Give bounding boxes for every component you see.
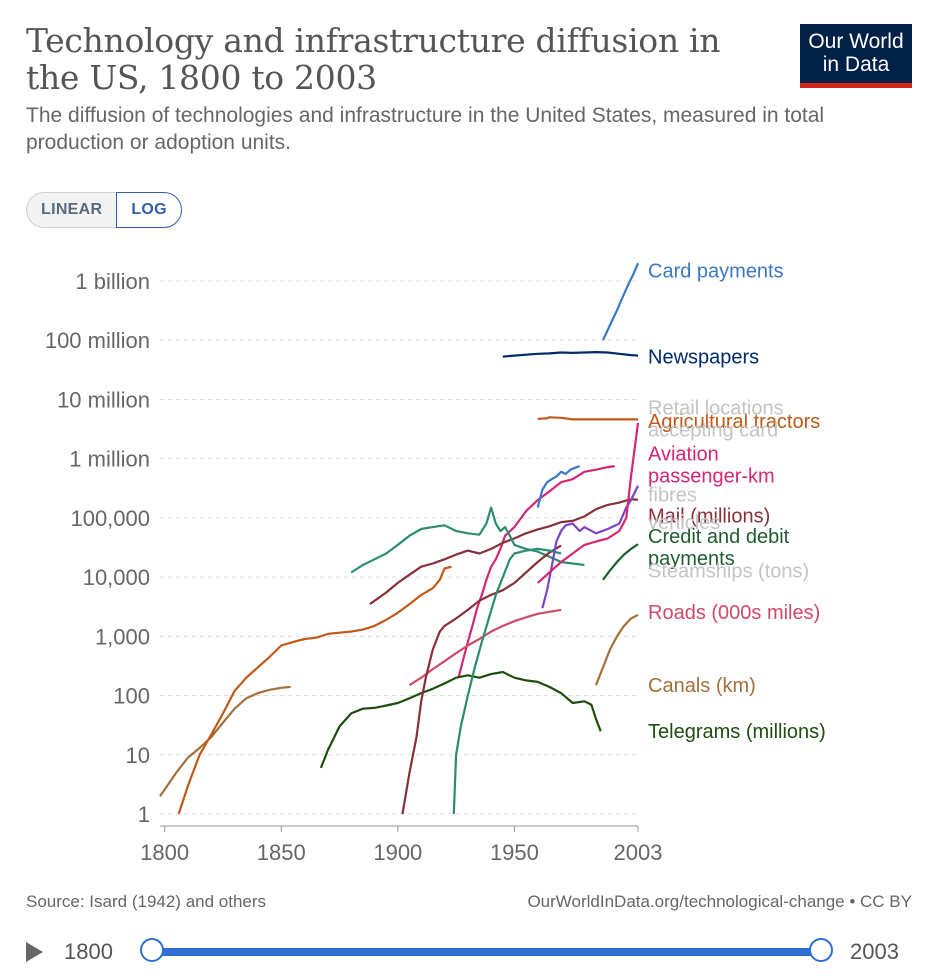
y-tick-label: 1,000: [95, 624, 150, 649]
series-label: Roads (000s miles): [648, 602, 820, 624]
series-line: [536, 465, 581, 508]
series-line: [319, 670, 602, 769]
series-line: [177, 565, 452, 815]
y-tick-label: 1 billion: [75, 269, 150, 294]
timeline-end-handle[interactable]: [809, 938, 833, 962]
series-line: [401, 544, 562, 815]
series-label: Canals (km): [648, 675, 756, 697]
series-label: Newspapers: [648, 347, 759, 369]
line-chart: 1 10 100 1,000 10,000 100,000 1 million 10 mill…: [45, 261, 826, 865]
series-label: Retail locations: [648, 397, 784, 419]
linear-scale-button[interactable]: LINEAR: [26, 192, 117, 228]
y-tick-label: 1 million: [69, 447, 150, 472]
y-tick-label: 1: [138, 802, 150, 827]
y-tick-label: 100: [113, 684, 150, 709]
series-label: Steamships (tons): [648, 560, 809, 582]
logo-line-2: in Data: [822, 53, 890, 76]
series-line: [457, 465, 615, 678]
series-label: Agricultural tractors: [648, 411, 820, 433]
timeline-start-handle[interactable]: [140, 938, 164, 962]
series-label: fibres: [648, 484, 697, 506]
series-line: [536, 422, 640, 584]
timeline-track[interactable]: [152, 948, 822, 956]
source-note: Source: Isard (1942) and others: [26, 892, 267, 911]
series-label: passenger-km: [648, 465, 775, 487]
series-line: [602, 543, 639, 581]
license-link[interactable]: OurWorldInData.org/technological-change …: [527, 892, 912, 911]
play-icon[interactable]: [26, 942, 43, 962]
chart-title: Technology and infrastructure diffusion …: [26, 21, 721, 97]
series-line: [541, 485, 639, 609]
series-line: [537, 416, 638, 421]
timeline: 1800 2003: [0, 930, 936, 974]
owid-logo[interactable]: Our World in Data: [800, 24, 912, 88]
series-label: Card payments: [648, 261, 784, 283]
series-line: [350, 506, 585, 574]
series-label: accepting card: [648, 419, 778, 441]
x-tick-label: 1800: [140, 840, 189, 865]
series-label: Telegrams (millions): [648, 721, 826, 743]
x-tick-label: 1900: [373, 840, 422, 865]
timeline-start-label: 1800: [64, 939, 113, 964]
y-tick-label: 10 million: [57, 387, 150, 412]
series-line: [408, 608, 562, 687]
series-line: [594, 613, 639, 686]
y-tick-label: 100,000: [70, 506, 150, 531]
x-tick-label: 1850: [257, 840, 306, 865]
x-tick-label: 1950: [490, 840, 539, 865]
chart-subtitle: The diffusion of technologies and infras…: [26, 104, 825, 154]
y-tick-label: 10,000: [83, 565, 150, 590]
series-label: Mail (millions): [648, 505, 770, 527]
series-line: [452, 547, 562, 815]
series-line: [159, 685, 291, 797]
series-label: payments: [648, 548, 735, 570]
series-label: Credit and debit: [648, 526, 790, 548]
series-label: Aviation: [648, 443, 719, 465]
y-tick-label: 100 million: [45, 328, 150, 353]
y-tick-label: 10: [126, 743, 150, 768]
series-label: vehicles: [648, 512, 720, 534]
scale-toggle: LINEAR LOG: [26, 192, 182, 228]
series-line: [602, 262, 640, 341]
logo-line-1: Our World: [808, 30, 904, 53]
log-scale-button[interactable]: LOG: [116, 192, 182, 228]
timeline-end-label: 2003: [850, 939, 899, 964]
x-tick-label: 2003: [614, 840, 663, 865]
series-line: [369, 498, 639, 605]
series-line: [502, 351, 639, 358]
